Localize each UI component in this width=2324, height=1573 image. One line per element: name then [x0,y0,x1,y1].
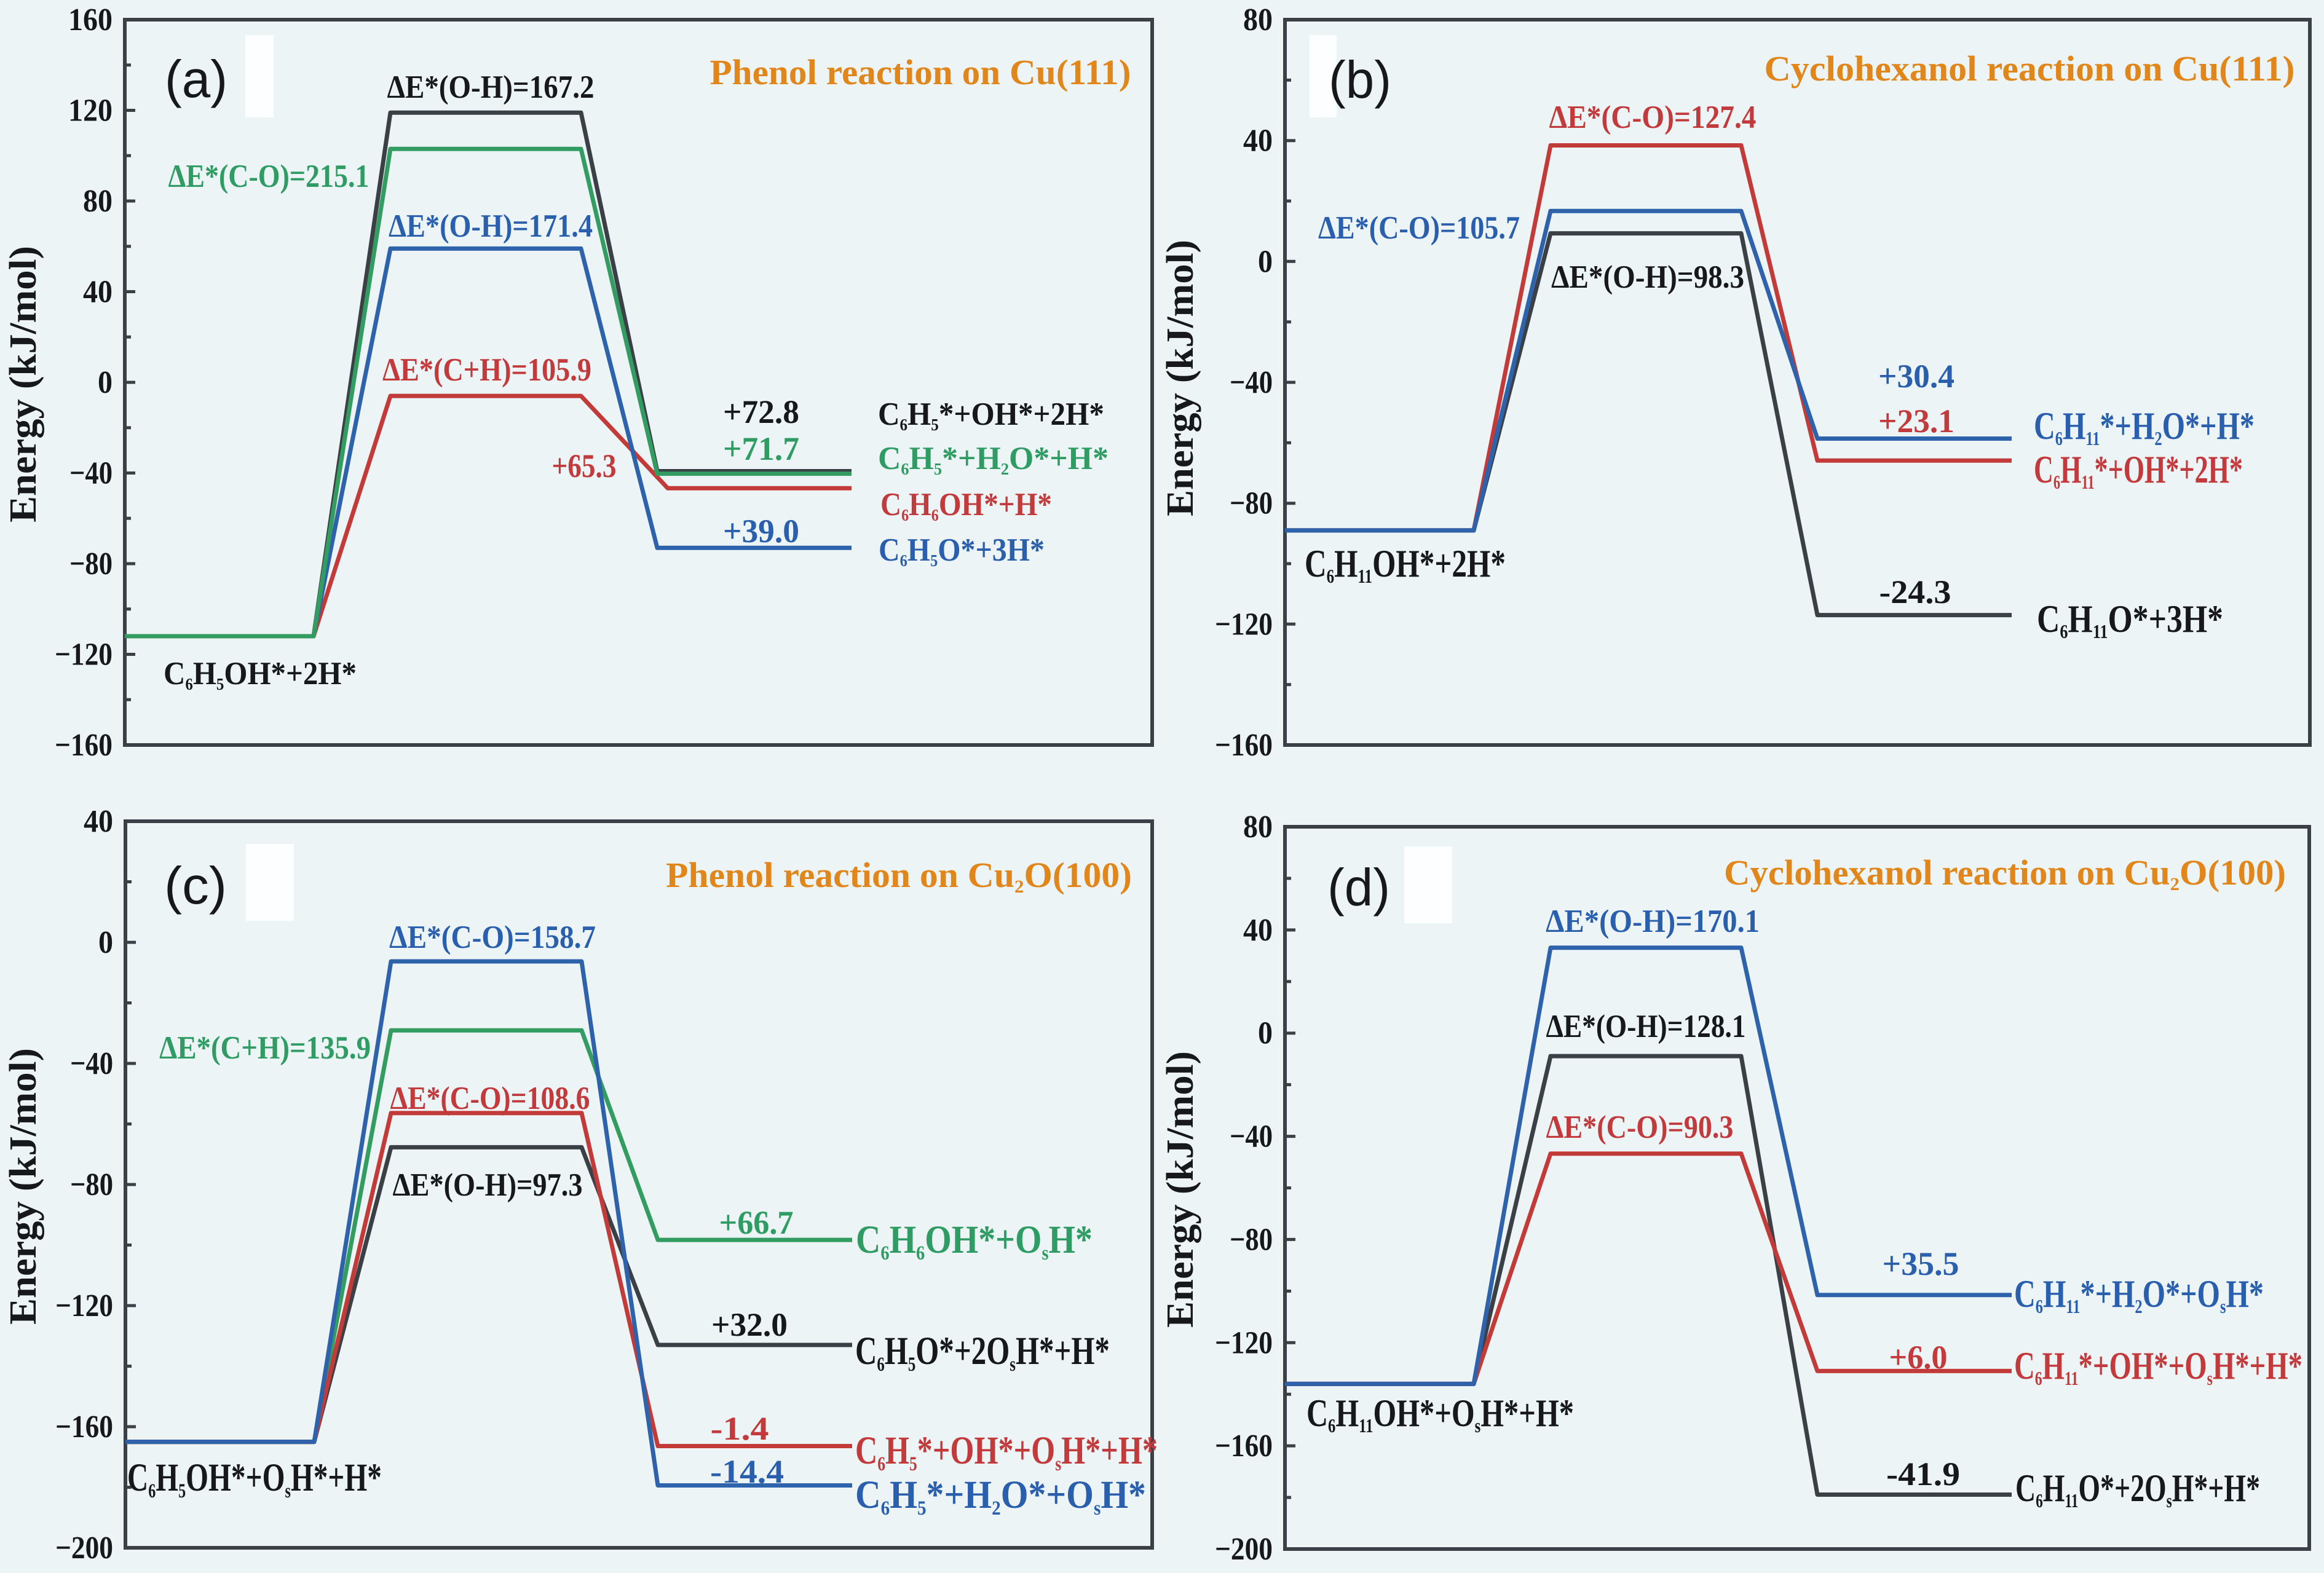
svg-text:120: 120 [68,93,113,128]
svg-text:-41.9: -41.9 [1886,1456,1960,1492]
svg-text:C6H11O*+3H*: C6H11O*+3H* [2037,597,2223,642]
svg-text:80: 80 [1243,2,1273,37]
svg-text:+39.0: +39.0 [723,513,799,550]
svg-text:C6H11*+OH*+2H*: C6H11*+OH*+2H* [2034,448,2243,493]
svg-text:ΔE*(C-O)=215.1: ΔE*(C-O)=215.1 [168,159,370,194]
svg-text:−40: −40 [1230,1119,1273,1154]
svg-text:+72.8: +72.8 [723,393,799,430]
svg-text:(c): (c) [164,857,227,915]
svg-text:−40: −40 [69,456,113,491]
svg-text:C6H5OH*+OsH*+H*: C6H5OH*+OsH*+H* [127,1456,382,1502]
svg-text:C6H5OH*+2H*: C6H5OH*+2H* [164,656,357,693]
svg-text:-14.4: -14.4 [710,1453,784,1490]
svg-text:40: 40 [1243,913,1273,948]
svg-text:0: 0 [1258,244,1273,279]
svg-text:C6H11O*+2OsH*+H*: C6H11O*+2OsH*+H* [2015,1467,2260,1512]
svg-text:−120: −120 [1215,607,1273,642]
svg-text:ΔE*(C-O)=108.6: ΔE*(C-O)=108.6 [390,1081,590,1116]
svg-text:-1.4: -1.4 [711,1410,769,1447]
svg-text:Energy (kJ/mol): Energy (kJ/mol) [1160,240,1201,516]
svg-text:Cyclohexanol reaction on Cu(11: Cyclohexanol reaction on Cu(111) [1765,49,2295,89]
svg-text:80: 80 [83,184,113,219]
svg-text:−120: −120 [55,637,113,672]
svg-text:−160: −160 [55,1409,113,1445]
svg-text:ΔE*(C-O)=158.7: ΔE*(C-O)=158.7 [389,920,596,955]
svg-text:+6.0: +6.0 [1889,1339,1948,1376]
svg-text:−200: −200 [55,1531,113,1566]
svg-text:C6H5*+H2O*+H*: C6H5*+H2O*+H* [878,441,1109,478]
svg-text:−40: −40 [70,1046,113,1081]
svg-text:ΔE*(C-O)=90.3: ΔE*(C-O)=90.3 [1546,1110,1734,1145]
svg-text:ΔE*(C-O)=105.7: ΔE*(C-O)=105.7 [1318,210,1520,246]
svg-text:C6H5*+OH*+OsH*+H*: C6H5*+OH*+OsH*+H* [855,1429,1158,1475]
svg-text:ΔE*(C-O)=127.4: ΔE*(C-O)=127.4 [1549,100,1757,135]
svg-text:−160: −160 [1215,1429,1273,1464]
svg-text:−120: −120 [55,1288,113,1323]
svg-text:Energy (kJ/mol): Energy (kJ/mol) [2,246,44,522]
svg-text:C6H11*+OH*+OsH*+H*: C6H11*+OH*+OsH*+H* [2014,1344,2302,1389]
svg-text:+30.4: +30.4 [1878,358,1954,395]
svg-text:ΔE*(O-H)=97.3: ΔE*(O-H)=97.3 [393,1167,583,1203]
svg-text:ΔE*(O-H)=98.3: ΔE*(O-H)=98.3 [1551,259,1744,295]
svg-text:160: 160 [68,2,113,37]
svg-text:C6H11OH*+2H*: C6H11OH*+2H* [1305,542,1506,587]
svg-text:Energy (kJ/mol): Energy (kJ/mol) [1160,1051,1201,1328]
svg-text:C6H5*+OH*+2H*: C6H5*+OH*+2H* [878,396,1104,434]
svg-text:(b): (b) [1329,51,1391,109]
svg-text:Phenol reaction on Cu(111): Phenol reaction on Cu(111) [710,52,1131,92]
svg-text:C6H11*+H2O*+H*: C6H11*+H2O*+H* [2034,404,2255,449]
svg-text:−80: −80 [1230,1222,1273,1257]
svg-text:(a): (a) [165,50,227,109]
svg-text:+66.7: +66.7 [719,1204,794,1241]
svg-text:ΔE*(O-H)=170.1: ΔE*(O-H)=170.1 [1546,904,1760,939]
svg-text:+23.1: +23.1 [1878,403,1954,440]
svg-text:−80: −80 [69,546,113,581]
svg-text:+71.7: +71.7 [723,430,799,467]
svg-text:+35.5: +35.5 [1883,1245,1959,1282]
svg-text:(d): (d) [1327,859,1390,917]
svg-text:0: 0 [98,365,113,400]
svg-text:0: 0 [98,925,113,960]
svg-text:C6H5O*+2OsH*+H*: C6H5O*+2OsH*+H* [855,1329,1110,1376]
svg-text:−200: −200 [1215,1532,1273,1567]
svg-text:−120: −120 [1215,1325,1273,1360]
svg-text:−80: −80 [1230,486,1273,521]
svg-text:80: 80 [1243,810,1273,845]
svg-text:ΔE*(O-H)=128.1: ΔE*(O-H)=128.1 [1546,1009,1746,1044]
svg-text:40: 40 [1243,124,1273,159]
svg-text:ΔE*(C+H)=135.9: ΔE*(C+H)=135.9 [159,1030,371,1066]
svg-text:-24.3: -24.3 [1879,574,1951,610]
svg-text:ΔE*(O-H)=171.4: ΔE*(O-H)=171.4 [389,208,593,244]
svg-text:ΔE*(C+H)=105.9: ΔE*(C+H)=105.9 [382,352,591,388]
svg-text:−160: −160 [55,728,113,763]
svg-text:Energy (kJ/mol): Energy (kJ/mol) [2,1048,44,1325]
svg-text:ΔE*(O-H)=167.2: ΔE*(O-H)=167.2 [387,69,595,105]
svg-text:−40: −40 [1230,365,1273,400]
svg-text:+32.0: +32.0 [711,1306,788,1343]
svg-text:−80: −80 [70,1167,113,1202]
svg-text:+65.3: +65.3 [552,447,617,484]
svg-text:−160: −160 [1215,728,1273,763]
svg-text:C6H5O*+3H*: C6H5O*+3H* [879,532,1045,570]
svg-text:C6H11OH*+OsH*+H*: C6H11OH*+OsH*+H* [1306,1392,1574,1437]
svg-text:C6H6OH*+H*: C6H6OH*+H* [880,487,1052,524]
svg-text:0: 0 [1258,1016,1273,1051]
svg-text:40: 40 [84,804,113,839]
svg-text:40: 40 [83,275,113,310]
svg-text:C6H5*+H2O*+OsH*: C6H5*+H2O*+OsH* [855,1473,1146,1520]
svg-text:C6H6OH*+OsH*: C6H6OH*+OsH* [856,1218,1093,1264]
